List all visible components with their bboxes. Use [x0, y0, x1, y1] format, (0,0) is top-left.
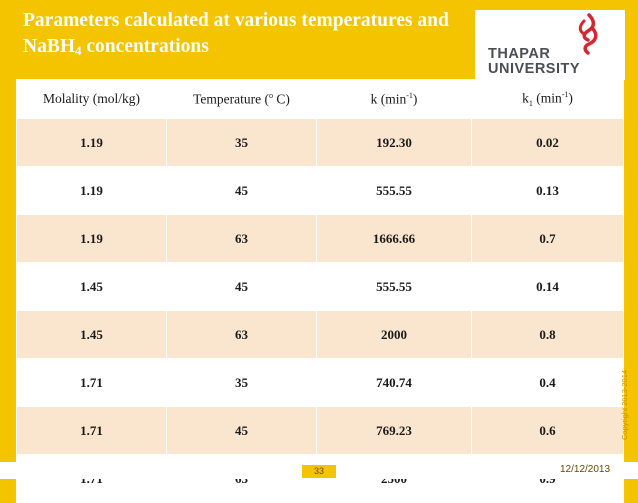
- logo-word-thapar: THAPAR: [488, 46, 551, 62]
- header-k: k (min-1): [316, 79, 472, 119]
- cell-k1: 0.13: [471, 166, 624, 215]
- cell-temperature: 45: [166, 166, 317, 215]
- slide-date: 12/12/2013: [560, 464, 611, 475]
- cell-temperature: 63: [166, 214, 317, 263]
- title-line-2-pre: NaBH: [23, 36, 76, 57]
- cell-k1: 0.02: [471, 118, 624, 167]
- table-row: 1.71 35 740.74 0.4: [16, 358, 624, 407]
- cell-temperature: 63: [166, 310, 317, 359]
- page-number: 33: [302, 465, 336, 478]
- cell-molality: 1.19: [16, 118, 167, 167]
- header-temperature: Temperature (o C): [166, 79, 317, 119]
- table-row: 1.19 45 555.55 0.13: [16, 166, 624, 215]
- slide-title: Parameters calculated at various tempera…: [23, 8, 493, 64]
- cell-k1: 0.6: [471, 406, 624, 455]
- table-header-row: Molality (mol/kg) Temperature (o C) k (m…: [16, 79, 624, 119]
- cell-k: 2000: [316, 310, 472, 359]
- flame-emblem-icon: [578, 13, 598, 55]
- cell-k: 740.74: [316, 358, 472, 407]
- cell-molality: 1.19: [16, 166, 167, 215]
- cell-k: 769.23: [316, 406, 472, 455]
- cell-temperature: 45: [166, 262, 317, 311]
- cell-k1: 0.14: [471, 262, 624, 311]
- cell-k: 1666.66: [316, 214, 472, 263]
- title-line-2-sub: 4: [75, 43, 82, 58]
- cell-molality: 1.45: [16, 310, 167, 359]
- cell-k: 555.55: [316, 166, 472, 215]
- cell-molality: 1.71: [16, 406, 167, 455]
- thapar-university-logo: THAPAR UNIVERSITY: [475, 10, 625, 80]
- parameters-table-container: Molality (mol/kg) Temperature (o C) k (m…: [16, 79, 624, 503]
- cell-molality: 1.45: [16, 262, 167, 311]
- cell-k: 555.55: [316, 262, 472, 311]
- table-row: 1.19 35 192.30 0.02: [16, 118, 624, 167]
- header-k1: k1 (min-1): [471, 79, 624, 119]
- title-line-1: Parameters calculated at various tempera…: [23, 10, 449, 31]
- parameters-table: Molality (mol/kg) Temperature (o C) k (m…: [16, 79, 624, 503]
- header-molality: Molality (mol/kg): [16, 79, 167, 119]
- copyright-notice: Copyright 2013-2014: [620, 369, 629, 440]
- cell-molality: 1.19: [16, 214, 167, 263]
- table-row: 1.71 45 769.23 0.6: [16, 406, 624, 455]
- title-line-2-post: concentrations: [81, 36, 209, 57]
- cell-temperature: 35: [166, 358, 317, 407]
- cell-k1: 0.4: [471, 358, 624, 407]
- cell-k1: 0.7: [471, 214, 624, 263]
- table-row: 1.45 63 2000 0.8: [16, 310, 624, 359]
- table-row: 1.19 63 1666.66 0.7: [16, 214, 624, 263]
- cell-k1: 0.8: [471, 310, 624, 359]
- table-row: 1.45 45 555.55 0.14: [16, 262, 624, 311]
- cell-molality: 1.71: [16, 358, 167, 407]
- cell-temperature: 35: [166, 118, 317, 167]
- cell-temperature: 45: [166, 406, 317, 455]
- logo-word-university: UNIVERSITY: [488, 61, 581, 77]
- cell-k: 192.30: [316, 118, 472, 167]
